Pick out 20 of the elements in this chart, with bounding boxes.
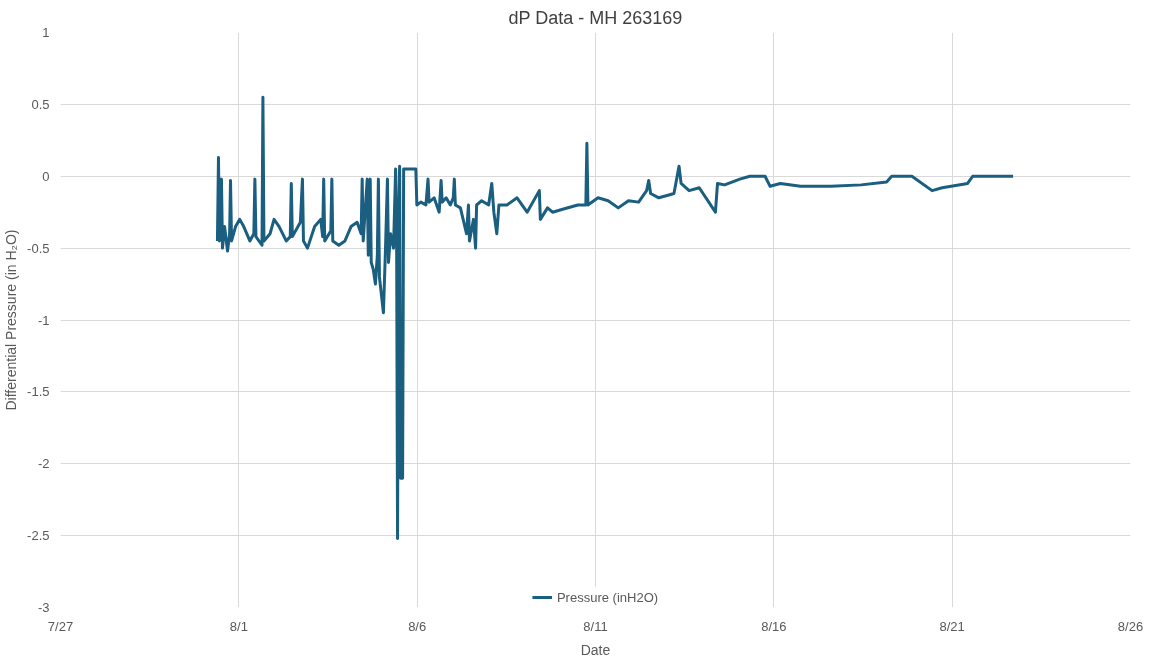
- y-tick-label: -1: [37, 312, 50, 328]
- x-tick-label: 8/11: [583, 618, 608, 634]
- x-tick-label: 8/21: [939, 618, 965, 634]
- y-tick-label: -3: [37, 600, 50, 615]
- y-tick-label: -2.5: [27, 528, 50, 544]
- y-tick-label: -0.5: [27, 240, 50, 256]
- x-tick-label: 7/27: [47, 618, 74, 634]
- y-tick-label: -1.5: [27, 384, 50, 400]
- x-axis-title: Date: [580, 641, 611, 658]
- y-tick-label: -2: [37, 456, 50, 472]
- y-tick-label: 0.5: [31, 96, 50, 112]
- chart-title: dP Data - MH 263169: [508, 7, 683, 28]
- y-axis-title: Differential Pressure (in H₂O): [3, 229, 20, 411]
- x-tick-label: 8/16: [761, 618, 787, 634]
- x-tick-label: 8/26: [1117, 618, 1144, 634]
- y-tick-label: 0: [42, 168, 50, 184]
- x-tick-label: 8/6: [408, 618, 427, 634]
- legend-label: Pressure (inH2O): [556, 589, 659, 605]
- x-tick-label: 8/1: [229, 618, 248, 634]
- y-tick-label: 1: [42, 25, 50, 40]
